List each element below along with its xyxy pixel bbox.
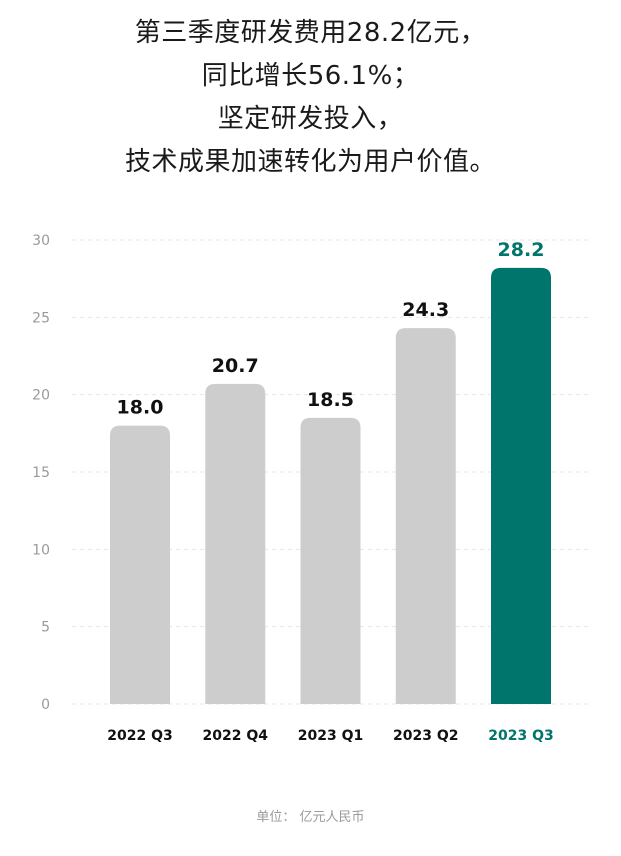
- y-tick-label: 25: [32, 310, 50, 326]
- headline-line-1: 第三季度研发费用28.2亿元，: [134, 18, 487, 48]
- bar-2023-q1: [300, 417, 361, 704]
- x-category-label: 2023 Q2: [393, 728, 458, 744]
- headline-line-2: 同比增长56.1%；: [201, 61, 420, 91]
- headline-line-3: 坚定研发投入，: [217, 104, 404, 134]
- x-category-label: 2023 Q3: [488, 728, 553, 744]
- y-tick-label: 15: [32, 465, 50, 481]
- bar-2023-q2: [395, 328, 456, 704]
- y-tick-label: 5: [41, 620, 50, 636]
- bar-value-label: 18.5: [307, 389, 354, 411]
- y-tick-label: 20: [32, 388, 50, 404]
- bar-chart: 0 5 10 15 20 25 30 18.0 2022 Q3 20.7 2022 Q4 18.5 20…: [32, 233, 588, 744]
- bar-value-label: 20.7: [212, 355, 259, 377]
- x-category-label: 2022 Q4: [203, 728, 269, 744]
- bar-value-label: 24.3: [402, 299, 449, 321]
- bar-value-label: 18.0: [117, 397, 164, 419]
- headline-line-4: 技术成果加速转化为用户价值。: [124, 147, 496, 177]
- bar-2023-q3: [491, 267, 551, 704]
- x-category-label: 2022 Q3: [107, 728, 172, 744]
- bar-2022-q3: [110, 425, 170, 704]
- bar-value-label: 28.2: [498, 239, 545, 261]
- y-tick-label: 30: [32, 233, 50, 249]
- x-category-label: 2023 Q1: [298, 728, 363, 744]
- bar-2022-q4: [205, 383, 266, 704]
- unit-footnote: 单位： 亿元人民币: [256, 810, 365, 825]
- y-tick-label: 10: [32, 542, 50, 558]
- y-tick-label: 0: [41, 697, 50, 713]
- headline: 第三季度研发费用28.2亿元， 同比增长56.1%； 坚定研发投入， 技术成果加…: [0, 12, 621, 184]
